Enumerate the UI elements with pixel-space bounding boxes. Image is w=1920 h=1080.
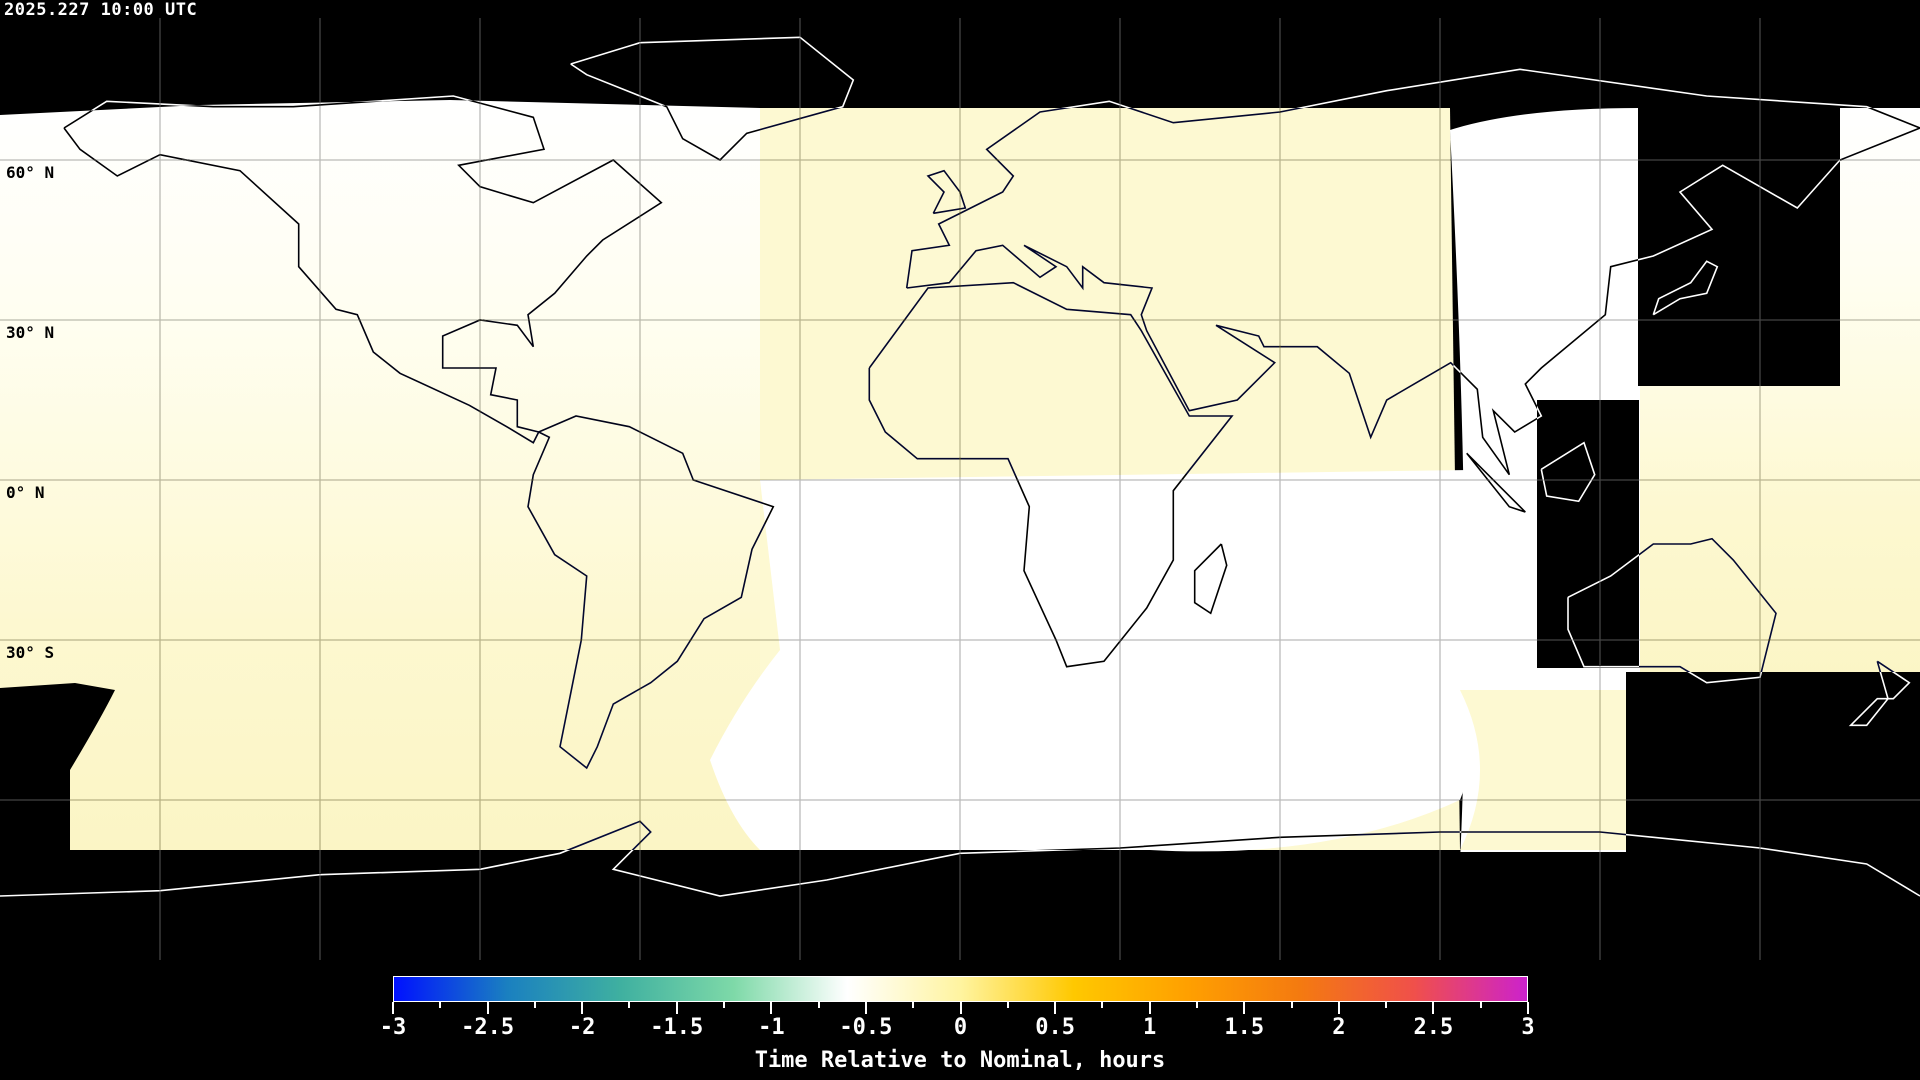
coastline-antarctica bbox=[0, 820, 1920, 897]
coastline-japan bbox=[1652, 260, 1719, 316]
lat-label-60s: 60° S bbox=[6, 803, 55, 822]
colorbar-tick-label: 3 bbox=[1521, 1015, 1535, 1040]
colorbar-tick-mark bbox=[1432, 1002, 1435, 1014]
colorbar-tick-mark bbox=[817, 1002, 820, 1008]
colorbar-tick-mark bbox=[675, 1002, 678, 1014]
colorbar-tick-mark bbox=[1290, 1002, 1293, 1008]
colorbar-tick-label: -3 bbox=[379, 1015, 407, 1040]
world-map bbox=[0, 18, 1920, 960]
data-region-west bbox=[0, 100, 760, 850]
colorbar-tick-mark bbox=[1385, 1002, 1388, 1008]
colorbar-tick-label: 2 bbox=[1332, 1015, 1346, 1040]
data-region-east-yellow bbox=[1460, 690, 1640, 850]
colorbar-tick-label: -1.5 bbox=[650, 1015, 704, 1040]
coastline-eurasia bbox=[905, 68, 1920, 476]
colorbar-tick-mark bbox=[1148, 1002, 1151, 1014]
colorbar-tick-mark bbox=[723, 1002, 726, 1008]
coastline-new-zealand bbox=[1848, 660, 1911, 727]
colorbar-tick-mark bbox=[628, 1002, 631, 1008]
no-data-block-japan bbox=[1638, 108, 1840, 386]
colorbar-tick-mark bbox=[912, 1002, 915, 1008]
colorbar bbox=[393, 976, 1528, 1002]
colorbar-tick-label: 2.5 bbox=[1413, 1015, 1454, 1040]
lat-label-30n: 30° N bbox=[6, 323, 55, 342]
colorbar-tick-label: 1.5 bbox=[1224, 1015, 1265, 1040]
colorbar-tick-mark bbox=[1006, 1002, 1009, 1008]
colorbar-tick-label: -2.5 bbox=[461, 1015, 515, 1040]
lat-label-60n: 60° N bbox=[6, 163, 55, 182]
colorbar-tick-mark bbox=[1195, 1002, 1198, 1008]
colorbar-title: Time Relative to Nominal, hours bbox=[754, 1048, 1166, 1073]
coastline-south-america bbox=[527, 415, 775, 770]
colorbar-tick-label: -1 bbox=[758, 1015, 785, 1040]
coastline-great-britain bbox=[926, 169, 967, 215]
colorbar-tick-label: -2 bbox=[568, 1015, 596, 1040]
timestamp: 2025.227 10:00 UTC bbox=[4, 0, 198, 20]
colorbar-tick-label: 0.5 bbox=[1035, 1015, 1075, 1040]
colorbar-tick-mark bbox=[1527, 1002, 1529, 1014]
colorbar-tick-mark bbox=[581, 1002, 584, 1014]
coastline-australia bbox=[1567, 537, 1777, 684]
colorbar-tick-mark bbox=[1337, 1002, 1340, 1014]
colorbar-tick-label: 0 bbox=[953, 1015, 968, 1040]
colorbar-tick-label: -0.5 bbox=[839, 1015, 893, 1040]
colorbar-tick-mark bbox=[864, 1002, 867, 1014]
colorbar-tick-mark bbox=[486, 1002, 489, 1014]
data-region-center-white bbox=[710, 470, 1483, 852]
colorbar-tick-mark bbox=[770, 1002, 773, 1014]
colorbar-tick-label: 1 bbox=[1143, 1015, 1157, 1040]
coastline-madagascar bbox=[1193, 543, 1228, 615]
no-data-block-indonesia bbox=[1537, 400, 1639, 668]
colorbar-tick-mark bbox=[533, 1002, 536, 1008]
coastline-africa bbox=[868, 281, 1234, 668]
graticule bbox=[0, 18, 1920, 960]
lat-label-0n: 0° N bbox=[6, 483, 45, 502]
colorbar-tick-mark bbox=[1479, 1002, 1482, 1008]
coastline-borneo bbox=[1540, 441, 1596, 503]
colorbar-tick-mark bbox=[1243, 1002, 1246, 1014]
colorbar-tick-mark bbox=[439, 1002, 442, 1008]
colorbar-tick-mark bbox=[1101, 1002, 1104, 1008]
colorbar-tick-mark bbox=[959, 1002, 962, 1014]
colorbar-tick-mark bbox=[392, 1002, 394, 1014]
lat-label-30s: 30° S bbox=[6, 643, 55, 662]
colorbar-tick-mark bbox=[1054, 1002, 1057, 1014]
